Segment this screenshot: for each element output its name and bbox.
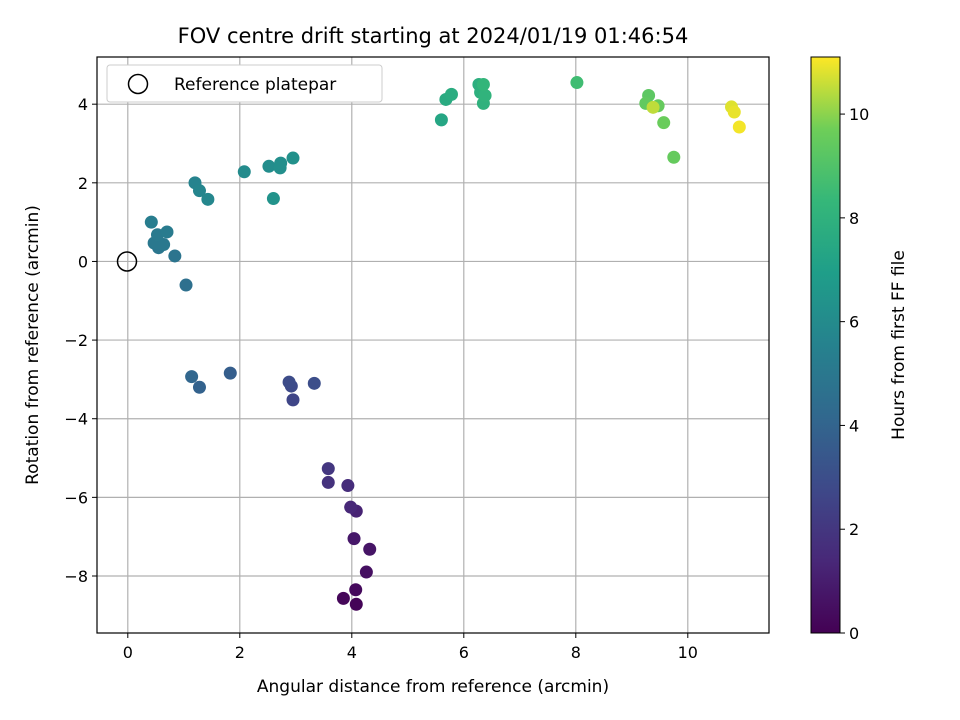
y-tick-label: 2: [78, 174, 88, 193]
y-tick-label: −6: [64, 488, 88, 507]
data-points: [144, 76, 746, 611]
data-point: [266, 192, 280, 206]
colorbar-tick-label: 8: [849, 209, 859, 228]
data-point: [286, 393, 300, 407]
colorbar: 0 2 4 6 8 10 Hours from first FF file: [810, 56, 909, 643]
data-point: [282, 375, 296, 389]
data-point: [349, 597, 363, 611]
y-tick-label: −2: [64, 331, 88, 350]
x-tick-label: 2: [235, 643, 245, 662]
data-point: [667, 150, 681, 164]
colorbar-gradient: [810, 56, 841, 634]
colorbar-tick-label: 0: [849, 624, 859, 643]
data-point: [476, 78, 490, 92]
data-point: [262, 159, 276, 173]
data-point: [347, 532, 361, 546]
x-tick-label: 10: [678, 643, 698, 662]
x-axis-label: Angular distance from reference (arcmin): [257, 677, 609, 697]
x-tick-label: 4: [347, 643, 357, 662]
data-point: [363, 542, 377, 556]
data-point: [341, 479, 355, 493]
y-axis-ticks: −8 −6 −4 −2 0 2 4: [64, 95, 97, 586]
x-tick-label: 8: [571, 643, 581, 662]
legend-label: Reference platepar: [174, 75, 336, 95]
data-point: [307, 376, 321, 390]
data-point: [444, 87, 458, 101]
data-point: [657, 116, 671, 130]
data-point: [646, 100, 660, 114]
data-point: [727, 105, 741, 119]
data-point: [321, 475, 335, 489]
y-tick-label: 0: [78, 252, 88, 271]
data-point: [168, 249, 182, 263]
x-tick-label: 0: [123, 643, 133, 662]
data-point: [201, 192, 215, 206]
colorbar-tick-label: 10: [849, 105, 869, 124]
data-point: [160, 225, 174, 239]
reference-platepar-marker: [116, 251, 138, 272]
data-point: [344, 500, 358, 514]
y-tick-label: −4: [64, 410, 88, 429]
grid-lines: [97, 57, 769, 633]
x-tick-label: 6: [459, 643, 469, 662]
data-point: [732, 120, 746, 134]
colorbar-tick-label: 2: [849, 520, 859, 539]
data-point: [274, 156, 288, 170]
legend: Reference platepar: [106, 64, 383, 103]
y-tick-label: 4: [78, 95, 88, 114]
data-point: [359, 565, 373, 579]
chart-title: FOV centre drift starting at 2024/01/19 …: [178, 24, 689, 48]
colorbar-label: Hours from first FF file: [889, 250, 909, 440]
data-point: [336, 591, 350, 605]
data-point: [192, 184, 206, 198]
colorbar-tick-label: 6: [849, 313, 859, 332]
y-tick-label: −8: [64, 567, 88, 586]
data-point: [157, 238, 171, 252]
data-point: [192, 380, 206, 394]
data-point: [570, 76, 584, 90]
y-axis-label: Rotation from reference (arcmin): [23, 205, 43, 485]
data-point: [144, 215, 158, 229]
data-point: [286, 151, 300, 165]
data-point: [321, 462, 335, 476]
data-point: [349, 583, 363, 597]
legend-box: [106, 64, 383, 103]
data-point: [223, 366, 237, 380]
x-axis-ticks: 0 2 4 6 8 10: [123, 633, 698, 662]
colorbar-ticks: 0 2 4 6 8 10: [840, 105, 869, 643]
data-point: [434, 113, 448, 127]
plot-frame: [96, 56, 770, 634]
colorbar-tick-label: 4: [849, 416, 859, 435]
data-point: [179, 278, 193, 292]
legend-marker-icon: [127, 73, 149, 95]
data-point: [478, 89, 492, 103]
data-point: [185, 370, 199, 384]
data-point: [237, 165, 251, 179]
